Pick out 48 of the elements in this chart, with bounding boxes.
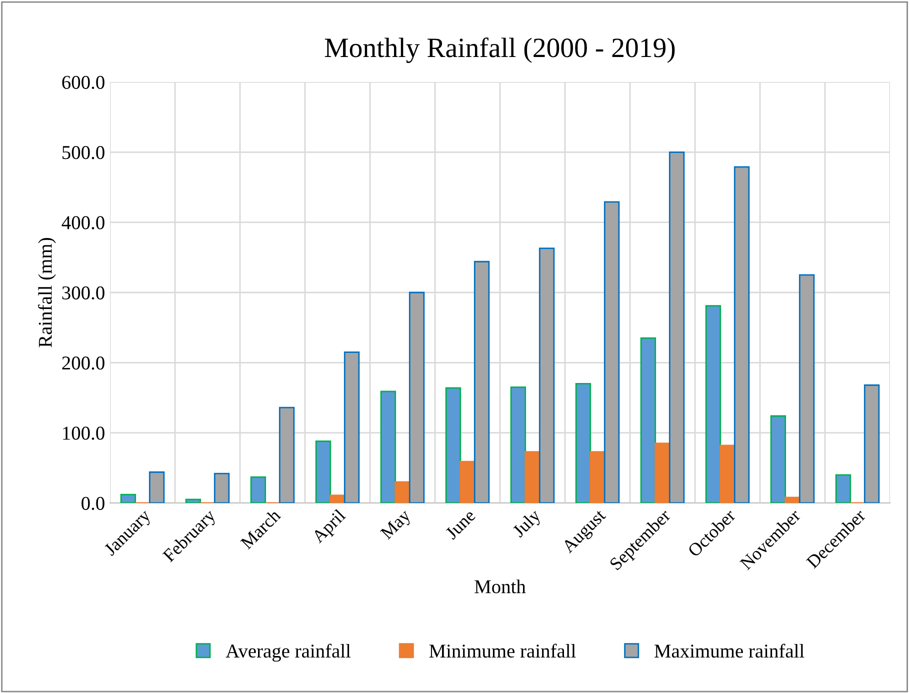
bar [864, 384, 880, 503]
bar [538, 248, 555, 503]
bar [654, 442, 670, 503]
bar [445, 387, 462, 503]
bar [770, 415, 786, 503]
bar [798, 274, 815, 503]
x-tick-label: May [380, 508, 414, 542]
bar [510, 386, 526, 503]
bar [835, 474, 852, 503]
y-tick-label: 300.0 [62, 286, 104, 300]
bar [640, 337, 656, 503]
legend-label: Maximume rainfall [654, 644, 804, 658]
bar [668, 151, 685, 503]
bar [575, 383, 592, 503]
bar [394, 481, 410, 503]
bar [734, 166, 750, 503]
bar [408, 292, 425, 503]
bar [380, 390, 396, 503]
x-axis-title: Month [474, 580, 526, 594]
bar [720, 444, 736, 503]
bar [604, 201, 620, 503]
bar [185, 498, 202, 503]
bar [474, 260, 490, 503]
bar [315, 440, 332, 503]
y-tick-label: 600.0 [62, 76, 104, 90]
bar [705, 305, 722, 503]
bar [460, 460, 476, 503]
bar [590, 451, 606, 503]
x-tick-label: June [444, 508, 476, 540]
bar [524, 451, 540, 503]
y-tick-label: 500.0 [62, 146, 104, 160]
legend-label: Average rainfall [226, 644, 351, 662]
bar [214, 472, 230, 503]
legend-label: Minimume rainfall [429, 644, 576, 658]
y-tick-label: 0.0 [82, 496, 104, 510]
x-tick-label: July [511, 508, 544, 540]
bar [120, 494, 136, 503]
y-axis-title: Rainfall (mm) [38, 238, 56, 348]
bar [784, 496, 800, 503]
bar [278, 406, 295, 503]
y-tick-label: 400.0 [62, 216, 104, 230]
bar [330, 494, 346, 503]
bar [250, 476, 266, 503]
bar [344, 351, 360, 503]
bar [148, 471, 165, 503]
y-tick-label: 100.0 [63, 426, 104, 440]
y-tick-label: 200.0 [62, 356, 104, 370]
chart-title: Monthly Rainfall (2000 - 2019) [324, 37, 675, 63]
